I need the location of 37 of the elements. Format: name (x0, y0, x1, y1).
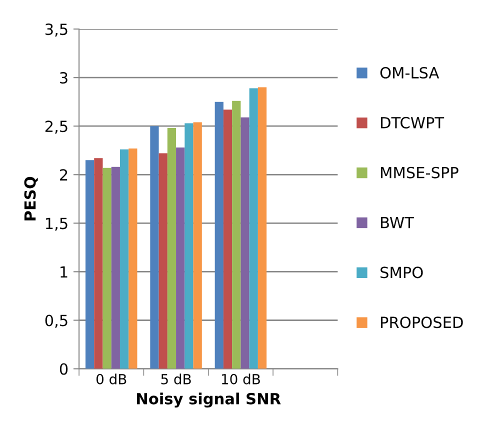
y-tick-label: 0,5 (45, 314, 68, 328)
bar (102, 168, 112, 369)
bar (94, 158, 103, 369)
x-tick-label: 5 dB (161, 374, 191, 384)
y-tick-label: 3 (60, 72, 68, 84)
legend-label: SMPO (380, 266, 423, 278)
bar (193, 122, 202, 369)
bar (158, 153, 168, 369)
bar (111, 166, 120, 369)
bar (214, 102, 224, 369)
bar (232, 100, 241, 369)
bar (150, 126, 159, 369)
x-tick-label: 0 dB (96, 374, 126, 384)
bar (258, 87, 267, 369)
bar (249, 88, 258, 369)
y-tick-label: 0 (60, 363, 68, 375)
legend-label: OM-LSA (380, 66, 440, 79)
y-tick-label: 2,5 (45, 120, 68, 134)
legend-label: BWT (381, 216, 414, 228)
y-tick-label: 1 (60, 266, 68, 278)
legend-label: PROPOSED (381, 316, 463, 328)
bar (120, 149, 129, 369)
legend-label: MMSE-SPP (381, 166, 458, 178)
bar (184, 123, 194, 369)
bar (128, 148, 138, 369)
bar (223, 110, 232, 369)
bar (86, 160, 94, 369)
legend-label: DTCWPT (381, 116, 444, 128)
y-tick-label: 3,5 (45, 24, 68, 37)
bar (167, 128, 176, 369)
y-tick-label: 2 (60, 169, 68, 180)
x-axis-title: Noisy signal SNR (137, 392, 281, 408)
bar (240, 117, 250, 369)
y-tick-label: 1,5 (46, 218, 68, 231)
y-axis-title: PESQ (24, 176, 38, 220)
bar (176, 147, 185, 369)
x-tick-label: 10 dB (222, 374, 260, 384)
